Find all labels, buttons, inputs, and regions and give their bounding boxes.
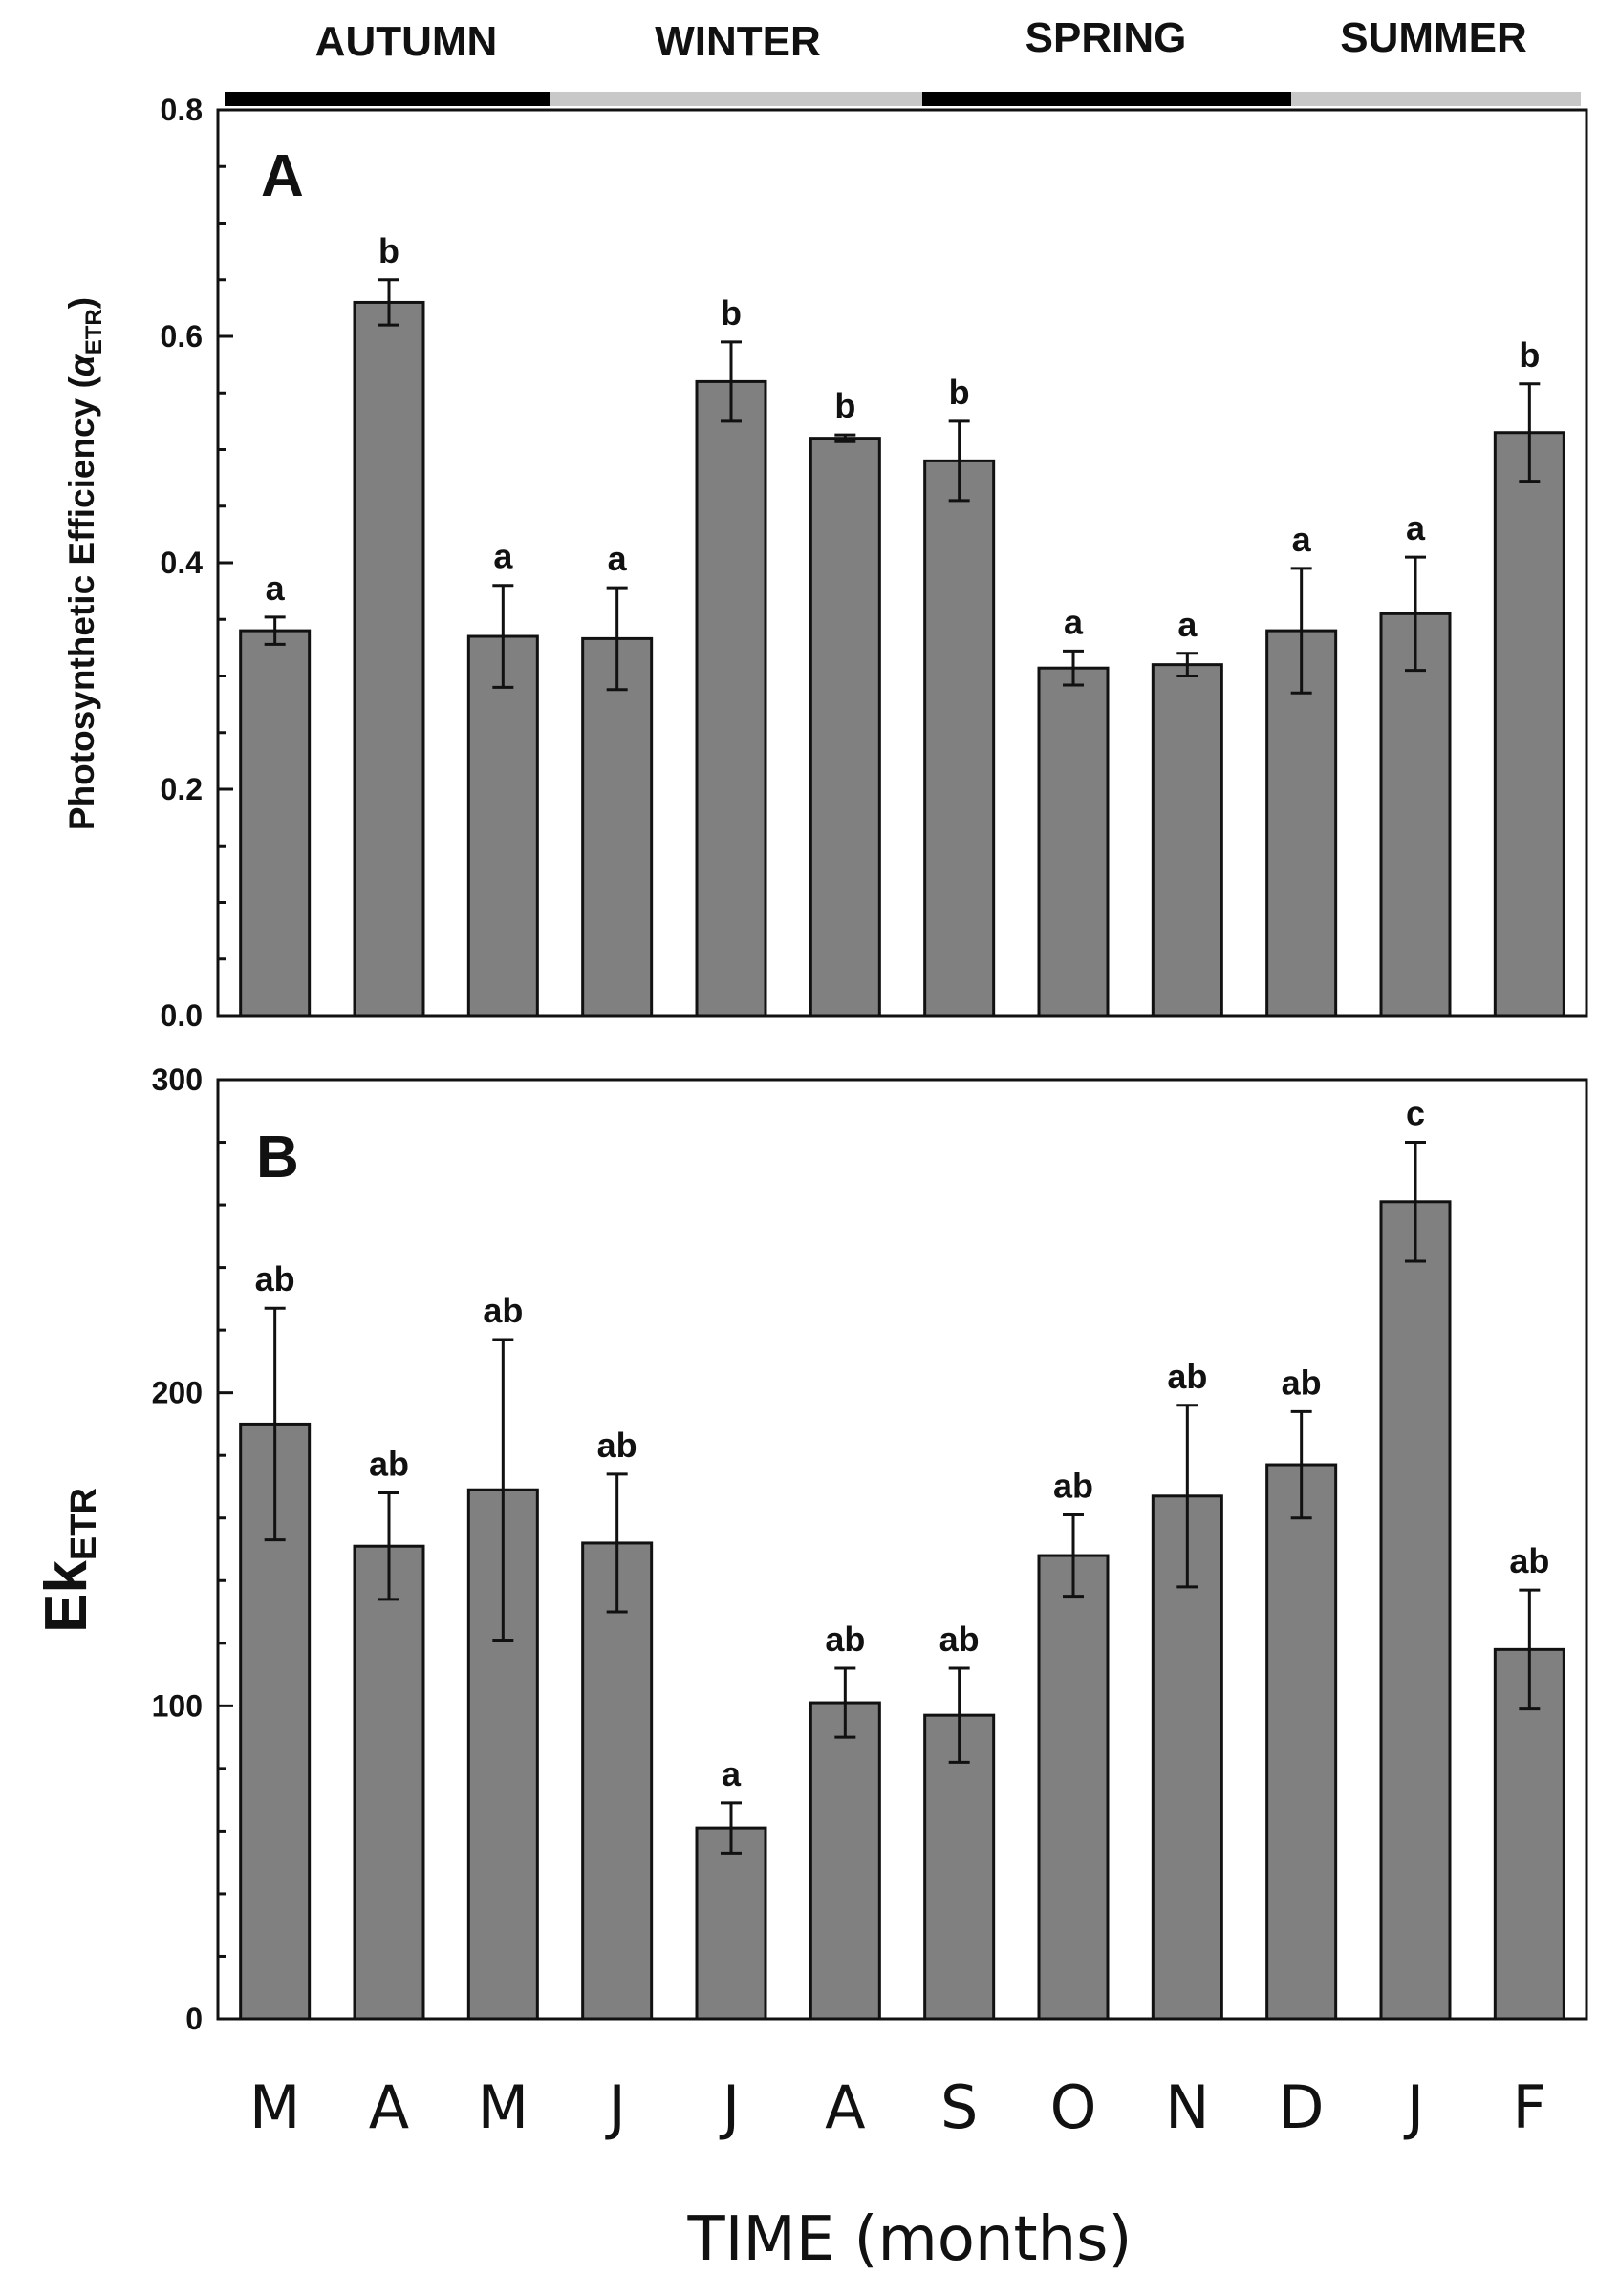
month-label: J (605, 2072, 626, 2142)
season-label-winter: WINTER (655, 18, 821, 65)
panel-b-letter: B (256, 1125, 299, 1191)
panel-b-significance-label: a (722, 1754, 742, 1793)
panel-a-bar (239, 629, 312, 1018)
season-bar-winter (550, 92, 922, 106)
panel-b-y-tick-label: 200 (152, 1376, 203, 1410)
panel-b-y-tick-label: 300 (152, 1062, 203, 1097)
panel-b-significance-label: ab (825, 1620, 865, 1659)
panel-a-bar (1265, 629, 1338, 1018)
panel-b-x-ticks (273, 2006, 1531, 2019)
panel-a-significance-label: b (378, 231, 399, 270)
month-label: M (478, 2072, 529, 2142)
panel-b-y-axis: 0 100 200 300 (152, 1062, 233, 2036)
panel-a-bar (809, 437, 881, 1018)
panel-b-significance-label: ab (369, 1445, 409, 1484)
panel-b-y-axis-label-subscript: ETR (64, 1488, 104, 1560)
panel-a-significance-label: a (608, 539, 628, 578)
panel-a-significance-label: b (834, 386, 855, 425)
month-label: F (1512, 2072, 1546, 2142)
panel-b-bar (581, 1541, 654, 2021)
panel-a-significance-label: a (266, 569, 286, 608)
month-label: S (940, 2072, 978, 2142)
panel-a-y-axis: 0.0 0.2 0.4 0.6 0.8 (161, 93, 233, 1033)
panel-b-y-axis-label-main: Ek (33, 1560, 99, 1633)
panel-b-bar (1493, 1647, 1565, 2021)
panel-a-bar (1493, 431, 1565, 1018)
panel-b-significance-label: ab (597, 1426, 637, 1465)
panel-a-bar (581, 636, 654, 1018)
panel-a-y-axis-label-main: Photosynthetic Efficiency ( (62, 376, 101, 831)
panel-b-significance-label: ab (483, 1291, 523, 1330)
panel-b-y-axis-label: EkETR (33, 1488, 104, 1633)
panel-a-significance-label: a (1064, 602, 1084, 641)
panel-b-significance-label: ab (1053, 1466, 1093, 1505)
panel-b-significance-label: ab (1509, 1541, 1549, 1580)
panel-a-y-axis-label-subscript: ETR (81, 309, 107, 354)
panel-a-y-tick-label: 0.2 (161, 772, 203, 806)
panel-b-bar (1037, 1554, 1110, 2021)
panel-b-significance-label: ab (939, 1620, 980, 1659)
panel-a-significance-label: a (493, 537, 513, 576)
panel-a-bar (1037, 666, 1110, 1018)
month-label: D (1279, 2072, 1325, 2142)
panel-a: A Photosynthetic Efficiency (αETR) 0.00.… (62, 93, 1588, 1033)
month-label: J (719, 2072, 740, 2142)
panel-b-frame (216, 1078, 1588, 2021)
season-label-autumn: AUTUMN (315, 18, 498, 65)
panel-a-significance-label: a (1177, 605, 1198, 644)
panel-a-bar (923, 459, 996, 1018)
panel-b-bar (695, 1826, 767, 2021)
month-label: J (1403, 2072, 1424, 2142)
panel-a-significance-label: b (721, 293, 742, 333)
month-label: A (369, 2072, 409, 2142)
panel-b-significance-label: c (1406, 1094, 1425, 1133)
season-bar-spring (922, 92, 1291, 106)
panel-a-bar (695, 379, 767, 1018)
panel-b-significance-label: ab (255, 1259, 295, 1298)
panel-b-bar (353, 1544, 425, 2021)
panel-b-bar (809, 1701, 881, 2021)
panel-a-significance-label: a (1292, 520, 1312, 559)
panel-a-bar (466, 634, 539, 1018)
season-header: AUTUMN WINTER SPRING SUMMER (225, 14, 1581, 106)
season-bar-autumn (225, 92, 550, 106)
panel-b-significance-label: ab (1282, 1363, 1322, 1402)
panel-a-bar (353, 300, 425, 1018)
panel-a-x-ticks (273, 1002, 1531, 1016)
month-label: A (825, 2072, 865, 2142)
panel-b-y-tick-label: 100 (152, 1688, 203, 1723)
panel-b-bars: ab ab ab ab a ab ab ab ab ab c ab (239, 1094, 1565, 2021)
panel-a-bar (1151, 663, 1223, 1018)
month-label: N (1165, 2072, 1209, 2142)
season-label-summer: SUMMER (1340, 14, 1527, 61)
panel-a-bars: a b a a b b b a a a a b (239, 231, 1565, 1018)
month-label: O (1050, 2072, 1097, 2142)
season-label-spring: SPRING (1025, 14, 1187, 61)
panel-a-y-axis-label-close: ) (62, 297, 101, 309)
panel-a-significance-label: b (949, 373, 970, 412)
panel-a-significance-label: b (1519, 335, 1540, 375)
x-axis-title: TIME (months) (687, 2204, 1133, 2275)
panel-a-y-tick-label: 0.4 (161, 546, 204, 580)
month-label: M (249, 2072, 301, 2142)
panel-a-bar (1379, 612, 1452, 1018)
season-bar-summer (1291, 92, 1581, 106)
panel-a-y-tick-label: 0.0 (161, 998, 203, 1033)
panel-b-bar (923, 1713, 996, 2021)
panel-a-y-axis-label: Photosynthetic Efficiency (αETR) (62, 297, 107, 830)
panel-b-significance-label: ab (1167, 1357, 1207, 1396)
panel-a-y-axis-label-symbol: α (62, 353, 101, 376)
panel-b-bar (1379, 1200, 1452, 2021)
panel-a-y-tick-label: 0.8 (161, 93, 203, 127)
panel-a-y-tick-label: 0.6 (161, 319, 203, 354)
panel-a-letter: A (261, 143, 304, 209)
panel-b-bar (1265, 1463, 1338, 2021)
panel-a-significance-label: a (1406, 508, 1426, 547)
panel-b-y-tick-label: 0 (185, 2002, 203, 2036)
